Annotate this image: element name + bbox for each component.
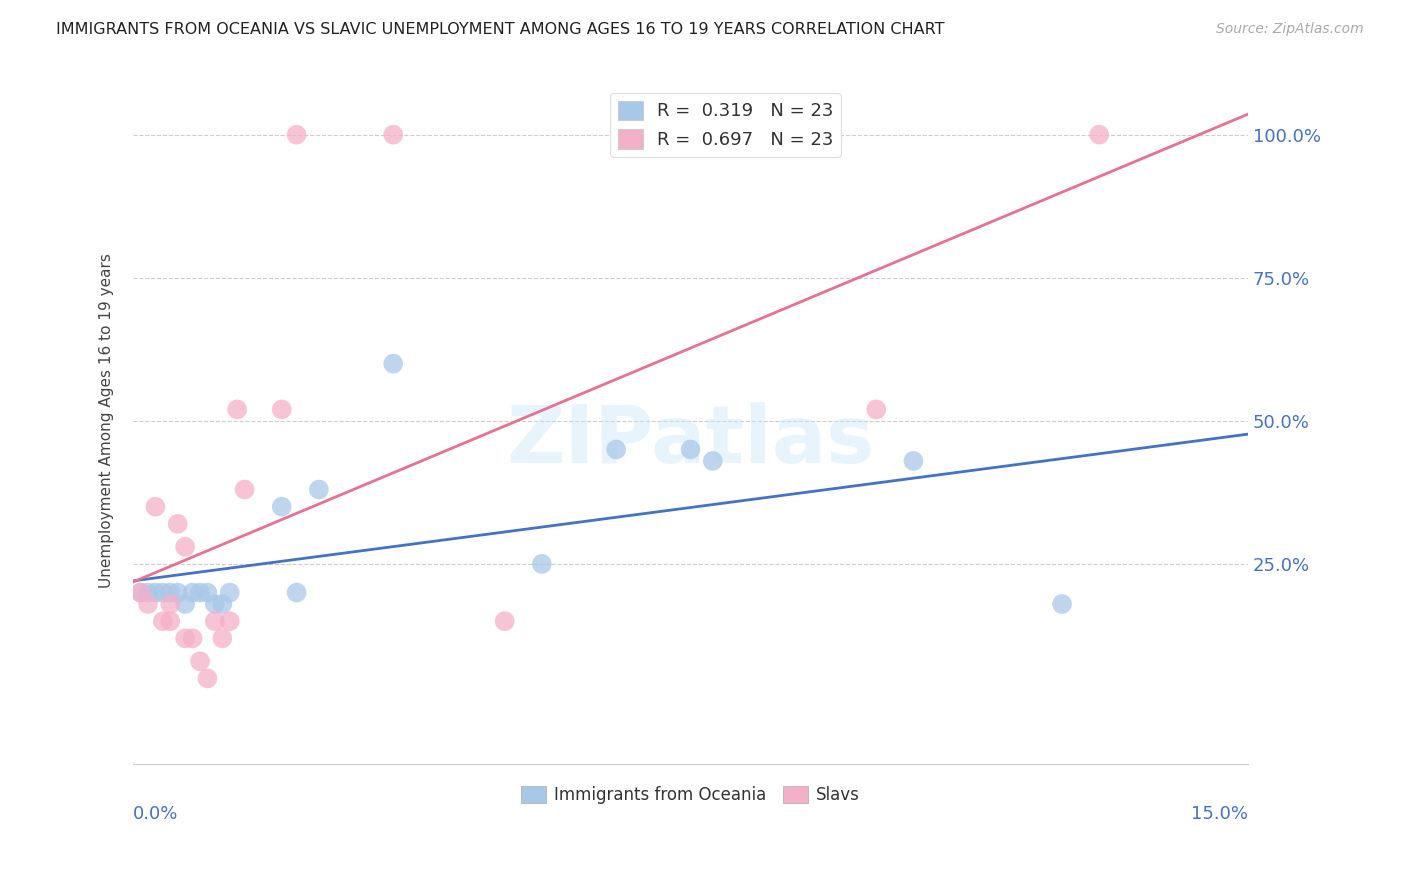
Point <box>129 585 152 599</box>
Point <box>197 672 219 686</box>
Point <box>159 585 181 599</box>
Point <box>605 442 627 457</box>
Point <box>188 585 211 599</box>
Point <box>218 614 240 628</box>
Point <box>270 500 292 514</box>
Point <box>702 454 724 468</box>
Point <box>233 483 256 497</box>
Point <box>136 585 159 599</box>
Point <box>152 614 174 628</box>
Point <box>204 614 226 628</box>
Point <box>270 402 292 417</box>
Point <box>159 614 181 628</box>
Point <box>188 654 211 668</box>
Point <box>226 402 249 417</box>
Text: Source: ZipAtlas.com: Source: ZipAtlas.com <box>1216 22 1364 37</box>
Point <box>181 585 204 599</box>
Point <box>174 632 197 646</box>
Point <box>1088 128 1111 142</box>
Text: 0.0%: 0.0% <box>134 805 179 823</box>
Point <box>865 402 887 417</box>
Point <box>166 585 188 599</box>
Point <box>211 632 233 646</box>
Point <box>285 128 308 142</box>
Point <box>218 585 240 599</box>
Point <box>382 357 405 371</box>
Legend: R =  0.319   N = 23, R =  0.697   N = 23: R = 0.319 N = 23, R = 0.697 N = 23 <box>610 94 841 157</box>
Point <box>174 597 197 611</box>
Text: ZIPatlas: ZIPatlas <box>506 402 875 481</box>
Point <box>204 597 226 611</box>
Point <box>159 597 181 611</box>
Point <box>494 614 516 628</box>
Point <box>197 585 219 599</box>
Point <box>903 454 925 468</box>
Point <box>145 500 167 514</box>
Y-axis label: Unemployment Among Ages 16 to 19 years: Unemployment Among Ages 16 to 19 years <box>100 253 114 589</box>
Point <box>308 483 330 497</box>
Point <box>1050 597 1073 611</box>
Point <box>181 632 204 646</box>
Point <box>174 540 197 554</box>
Point <box>145 585 167 599</box>
Point <box>679 442 702 457</box>
Point <box>152 585 174 599</box>
Point <box>285 585 308 599</box>
Point <box>530 557 553 571</box>
Point <box>382 128 405 142</box>
Text: IMMIGRANTS FROM OCEANIA VS SLAVIC UNEMPLOYMENT AMONG AGES 16 TO 19 YEARS CORRELA: IMMIGRANTS FROM OCEANIA VS SLAVIC UNEMPL… <box>56 22 945 37</box>
Point <box>136 597 159 611</box>
Point <box>166 516 188 531</box>
Point <box>211 597 233 611</box>
Point <box>129 585 152 599</box>
Text: 15.0%: 15.0% <box>1191 805 1249 823</box>
